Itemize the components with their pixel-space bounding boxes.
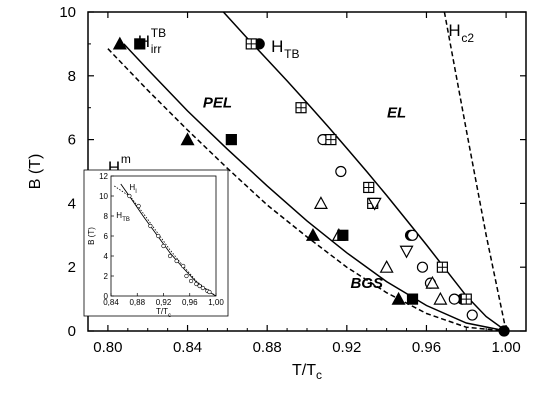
triangle-up-open-marker: [379, 259, 394, 273]
x-axis-label: T/Tc: [292, 362, 322, 382]
x-tick-label: 1.00: [491, 339, 520, 356]
inset-point: [197, 283, 202, 289]
region-label: PEL: [203, 95, 232, 112]
y-tick-label: 0: [68, 323, 76, 340]
triangle-up-filled-marker: [305, 228, 320, 241]
curve-label-sub: irr: [151, 42, 162, 56]
square-filled-marker: [337, 229, 349, 241]
inset-point: [184, 273, 189, 279]
x-tick-label: 0.88: [253, 339, 282, 356]
inset-x-tick-label: 0,96: [182, 298, 198, 307]
curve-h-tb: [222, 12, 507, 331]
region-label: EL: [387, 104, 406, 121]
inset-x-tick-label: 0,92: [156, 298, 172, 307]
inset-x-tick-label: 0,84: [103, 298, 119, 307]
square-plus-cross: [246, 38, 257, 49]
curve-label-main: H: [271, 37, 283, 56]
inset-x-tick-label: 0,88: [129, 298, 145, 307]
square-filled-marker: [406, 293, 419, 305]
x-tick-label: 0.92: [332, 339, 361, 356]
inset-point: [156, 233, 161, 239]
circle-open-marker: [416, 261, 429, 273]
inset-curve-label-sub: TB: [122, 217, 130, 223]
inset-y-tick-label: 2: [104, 272, 109, 281]
y-tick-label: 6: [68, 132, 76, 149]
curve-label-sub: TB: [284, 47, 299, 61]
curve-label: H TB irr: [138, 26, 166, 56]
square-plus-cross: [461, 294, 472, 305]
curve-label-sup: TB: [151, 26, 166, 40]
inset-y-tick-label: 8: [104, 212, 109, 221]
triangle-down-open-marker: [367, 197, 382, 211]
square-plus-cross: [325, 134, 336, 145]
inset-point: [167, 253, 173, 259]
main-plot-area: 0.80 0.84 0.88 0.92 0.96 1.00 0 2 4 6 8 10 T/Tc B (T)…: [27, 4, 527, 382]
curve-label-sup: m: [121, 152, 131, 166]
circle-open-marker: [406, 229, 419, 241]
inset-y-tick-label: 10: [99, 192, 108, 201]
inset-point: [174, 258, 179, 264]
x-tick-label: 0.84: [173, 339, 202, 356]
square-plus-cross: [296, 102, 307, 113]
inset-curve-label-main: H: [116, 211, 122, 220]
square-filled-marker: [225, 134, 237, 146]
x-tick-label: 0.80: [93, 339, 122, 356]
y-tick-label: 8: [68, 68, 76, 85]
circle-open-marker: [335, 165, 347, 178]
square-plus-cross: [363, 182, 374, 193]
inset-point: [161, 243, 166, 249]
curve-label-sub: c2: [461, 31, 474, 45]
inset-y-tick-label: 0: [104, 292, 109, 301]
inset-x-axis-label: T/Tc: [156, 307, 171, 319]
curve-h-irr-m: [107, 48, 507, 331]
curve-label-main: H: [138, 32, 150, 51]
inset-plot-area: 0,84 0,88 0,92 0,96 1,00 0 2 4 6 8 10 12 T/Tc B (T) H l…: [83, 169, 229, 319]
square-filled-marker: [134, 38, 146, 50]
inset-point: [200, 285, 205, 291]
y-axis-label: B (T): [27, 154, 44, 190]
inset-point: [136, 203, 141, 209]
triangle-up-open-marker: [433, 291, 448, 305]
inset-point: [148, 223, 153, 229]
inset-curve-label-main: H: [129, 183, 135, 192]
plot-contents: [107, 12, 507, 331]
circle-filled-marker: [498, 325, 510, 337]
inset-point: [188, 278, 194, 284]
inset-point: [181, 263, 186, 269]
triangle-up-filled-marker: [391, 291, 406, 305]
region-label: BGS: [350, 275, 383, 292]
triangle-up-open-marker: [425, 275, 440, 289]
inset-y-tick-label: 12: [99, 172, 108, 181]
inset-y-axis-label: B (T): [87, 227, 96, 245]
inset-background: [83, 169, 229, 317]
inset-curve: [120, 183, 216, 296]
triangle-up-filled-marker: [180, 132, 195, 146]
inset-point: [194, 281, 199, 287]
inset-point: [207, 289, 212, 295]
x-tick-label: 0.96: [412, 339, 441, 356]
inset-point: [127, 193, 132, 199]
curve-label-main: H: [448, 21, 460, 40]
inset-curve-label-sub: l: [135, 189, 136, 195]
inset-y-tick-label: 6: [104, 232, 109, 241]
circle-open-marker: [466, 309, 478, 321]
circle-open-marker: [448, 293, 460, 305]
square-plus-cross: [437, 262, 448, 273]
curve-label: H TB: [271, 37, 299, 61]
y-tick-label: 2: [68, 259, 76, 276]
inset-contents: [114, 183, 216, 296]
curve-h-irr-tb: [123, 43, 507, 331]
triangle-down-open-marker: [399, 245, 414, 259]
y-tick-label: 4: [68, 195, 76, 212]
curve-h-c2: [443, 12, 507, 331]
y-tick-label: 10: [59, 4, 76, 21]
inset-y-tick-label: 4: [104, 252, 109, 261]
triangle-up-open-marker: [313, 196, 328, 209]
triangle-up-filled-marker: [112, 36, 127, 50]
inset-x-tick-label: 1,00: [208, 298, 224, 307]
